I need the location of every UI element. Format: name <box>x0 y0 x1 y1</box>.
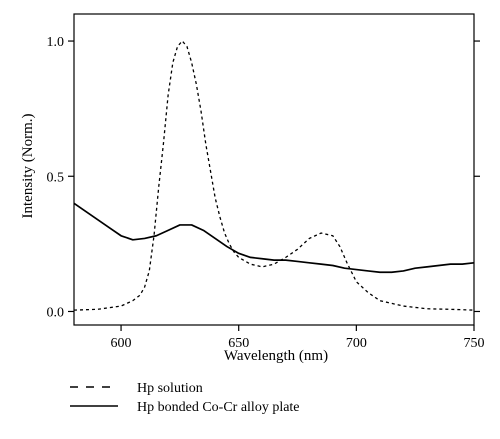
plot-border <box>73 13 475 326</box>
legend-label-hp-solution: Hp solution <box>137 381 203 396</box>
y-axis-label: Intensity (Norm.) <box>20 114 36 219</box>
legend: Hp solution Hp bonded Co-Cr alloy plate <box>70 381 300 415</box>
plot-frame <box>73 13 475 326</box>
series-layer <box>73 40 475 311</box>
series-line-hp-bonded <box>73 202 475 274</box>
legend-label-hp-bonded: Hp bonded Co-Cr alloy plate <box>137 400 300 415</box>
x-tick-label: 600 <box>111 336 132 351</box>
x-tick-label: 700 <box>346 336 367 351</box>
series-line-hp-solution <box>73 40 475 311</box>
y-tick-label: 0.0 <box>47 305 65 320</box>
y-tick-label: 1.0 <box>47 35 65 50</box>
x-tick-label: 750 <box>464 336 485 351</box>
y-tick-label: 0.5 <box>47 170 65 185</box>
x-tick-label: 650 <box>228 336 249 351</box>
axis-ticks: 600 650 700 750 0.0 0.5 1.0 <box>47 35 485 351</box>
x-axis-label: Wavelength (nm) <box>224 348 328 364</box>
